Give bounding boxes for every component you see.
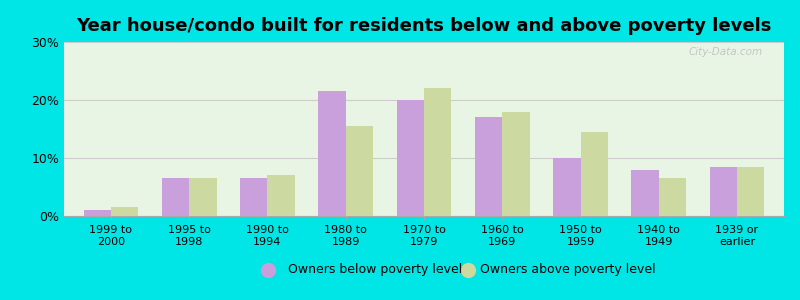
Bar [737, 167, 765, 216]
Bar [553, 158, 581, 216]
Bar [83, 210, 111, 216]
Bar [318, 91, 346, 216]
Point [262, 268, 274, 272]
Bar [111, 207, 138, 216]
Bar [502, 112, 530, 216]
Bar [240, 178, 267, 216]
Text: Owners below poverty level: Owners below poverty level [288, 263, 462, 277]
Bar [190, 178, 217, 216]
Bar [162, 178, 190, 216]
Text: Owners above poverty level: Owners above poverty level [480, 263, 656, 277]
Bar [346, 126, 373, 216]
Text: City-Data.com: City-Data.com [688, 47, 762, 57]
Bar [631, 169, 658, 216]
Title: Year house/condo built for residents below and above poverty levels: Year house/condo built for residents bel… [76, 17, 772, 35]
Bar [424, 88, 451, 216]
Bar [267, 176, 295, 216]
Bar [475, 117, 502, 216]
Bar [581, 132, 608, 216]
Point [462, 268, 474, 272]
Bar [710, 167, 737, 216]
Bar [397, 100, 424, 216]
Bar [658, 178, 686, 216]
